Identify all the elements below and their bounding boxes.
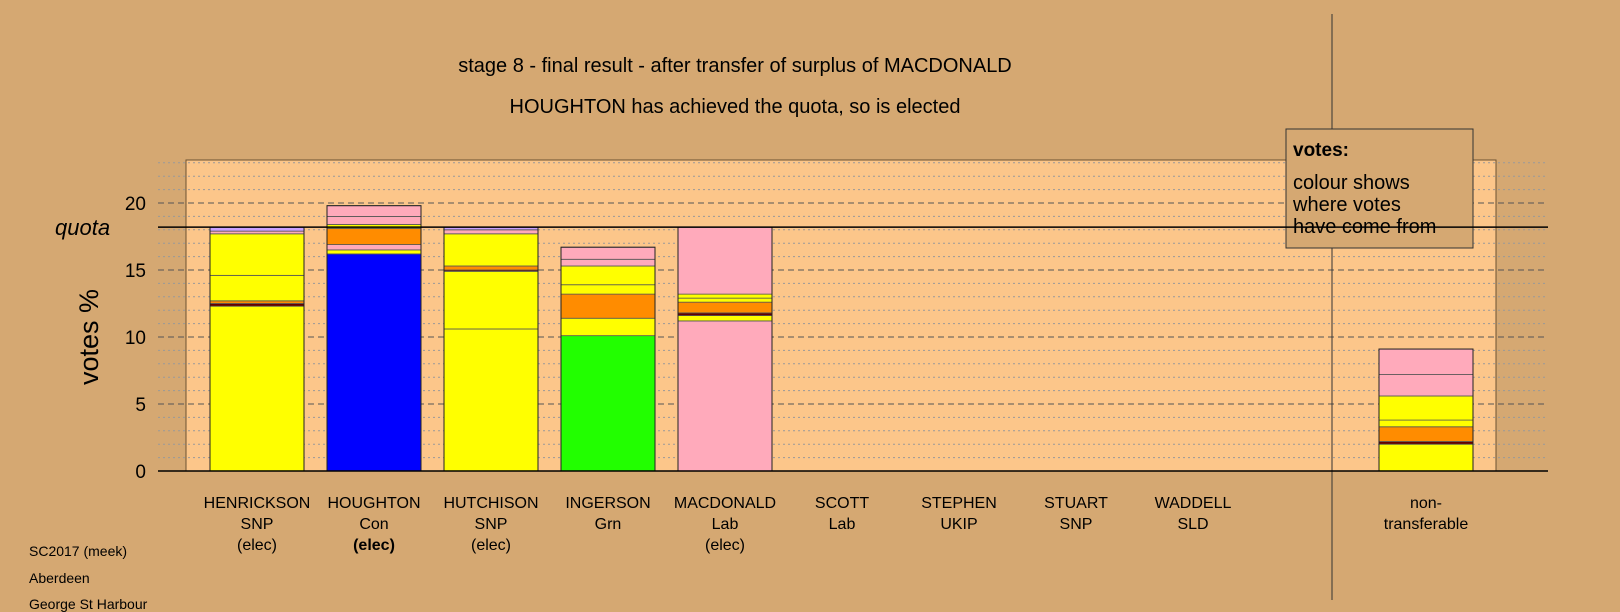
footer-method: SC2017 (meek) (29, 543, 128, 559)
y-tick-label: 0 (135, 462, 146, 483)
candidate-name: HOUGHTON (327, 495, 420, 512)
legend-text: colour shows (1293, 172, 1410, 194)
bar-macdonald-segment (677, 293, 773, 299)
bar-henrickson-segment (209, 230, 305, 235)
candidate-party: SLD (1177, 516, 1208, 533)
candidate-status: (elec) (237, 537, 277, 554)
bar-henrickson-segment (209, 305, 305, 472)
candidate-party: SNP (1060, 516, 1093, 533)
nontransferable-label: non- (1410, 495, 1442, 512)
chart-title: stage 8 - final result - after transfer … (458, 55, 1012, 77)
bar-henrickson-segment (209, 303, 305, 307)
bar-henrickson-segment (209, 233, 305, 276)
bar-ingerson-segment (560, 265, 656, 286)
bar-nontransferable-segment (1378, 374, 1474, 397)
candidate-name: SCOTT (815, 495, 869, 512)
quota-label: quota (55, 215, 110, 240)
bar-houghton-segment (326, 244, 422, 251)
candidate-party: SNP (241, 516, 274, 533)
bar-hutchison-segment (443, 265, 539, 271)
bar-hutchison-segment (443, 328, 539, 472)
bar-henrickson-segment (209, 300, 305, 304)
bar-ingerson-segment (560, 317, 656, 337)
candidate-status: (elec) (705, 537, 745, 554)
bar-hutchison-segment (443, 270, 539, 330)
bar-nontransferable-segment (1378, 419, 1474, 428)
bar-macdonald-segment (677, 320, 773, 472)
legend-box (1285, 128, 1474, 249)
bar-hutchison-segment (443, 229, 539, 235)
bar-ingerson-segment (560, 284, 656, 295)
nontransferable-label: transferable (1384, 516, 1469, 533)
candidate-party: Lab (829, 516, 856, 533)
bar-hutchison-segment (443, 233, 539, 267)
bar-macdonald-segment (677, 315, 773, 322)
candidate-party: UKIP (940, 516, 977, 533)
bar-houghton-segment (326, 228, 422, 245)
bar-ingerson-segment (560, 293, 656, 319)
bar-houghton-segment (326, 215, 422, 225)
bar-macdonald-segment (677, 312, 773, 316)
y-tick-label: 15 (125, 261, 146, 282)
y-tick-label: 10 (125, 328, 146, 349)
candidate-name: INGERSON (565, 495, 650, 512)
candidate-party: Grn (595, 516, 622, 533)
candidate-status: (elec) (353, 537, 395, 554)
candidate-name: HUTCHISON (443, 495, 538, 512)
legend-text: where votes (1292, 194, 1401, 216)
bar-houghton-segment (326, 249, 422, 255)
y-axis-label: votes % (74, 289, 104, 385)
candidate-party: Con (359, 516, 388, 533)
plot-area: 0 5 10 15 20 votes % HENRICKSON SNP (elec) HOUGHT… (55, 14, 1548, 600)
bar-macdonald-segment (677, 297, 773, 303)
bar-henrickson-segment (209, 274, 305, 302)
y-tick-label: 5 (135, 395, 146, 416)
y-tick-label: 20 (125, 194, 146, 215)
candidate-name: HENRICKSON (204, 495, 311, 512)
bar-nontransferable-segment (1378, 395, 1474, 421)
bar-nontransferable-segment (1378, 426, 1474, 442)
bar-ingerson-segment (560, 246, 656, 260)
bar-houghton-segment (326, 205, 422, 217)
footer-ward: George St Harbour (29, 596, 148, 612)
bar-macdonald-segment (677, 226, 773, 295)
candidate-party: SNP (475, 516, 508, 533)
chart-subtitle: HOUGHTON has achieved the quota, so is e… (510, 96, 961, 118)
bar-nontransferable-segment (1378, 348, 1474, 375)
bar-ingerson-segment (560, 258, 656, 267)
candidate-name: STEPHEN (921, 495, 997, 512)
candidate-name: WADDELL (1155, 495, 1232, 512)
candidate-party: Lab (712, 516, 739, 533)
bar-ingerson-segment (560, 335, 656, 472)
bar-macdonald-segment (677, 301, 773, 314)
bar-nontransferable-segment (1378, 441, 1474, 445)
candidate-name: STUART (1044, 495, 1108, 512)
bar-nontransferable-segment (1378, 443, 1474, 472)
bar-houghton-segment (326, 253, 422, 472)
footer-council: Aberdeen (29, 570, 90, 586)
candidate-name: MACDONALD (674, 495, 776, 512)
candidate-status: (elec) (471, 537, 511, 554)
legend-title: votes: (1293, 140, 1349, 161)
